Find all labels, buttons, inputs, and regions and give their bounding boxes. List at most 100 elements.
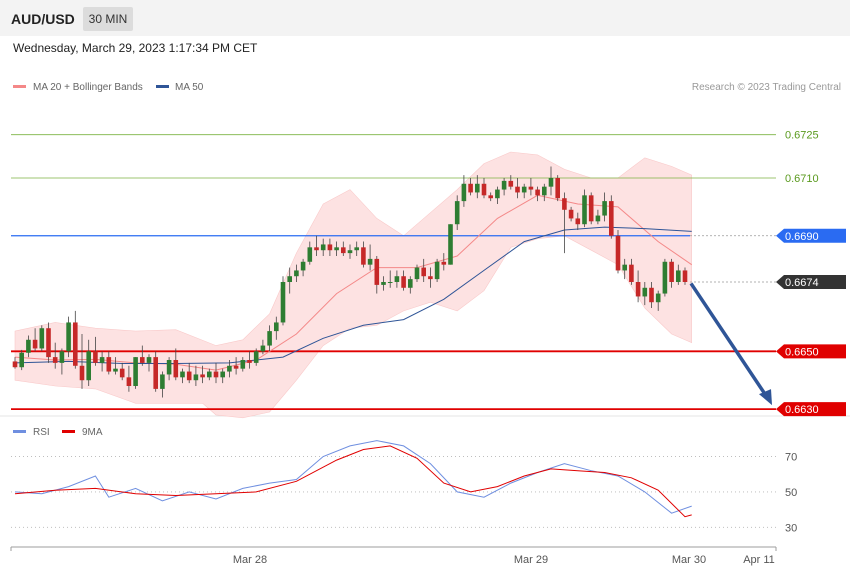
candle <box>441 253 447 271</box>
candle-body <box>334 247 339 251</box>
candle <box>548 166 554 196</box>
candle-body <box>39 328 45 349</box>
pivot-label: 0.6690 <box>785 231 819 243</box>
rsi-tick-label: 50 <box>785 487 797 499</box>
candle-body <box>622 264 627 271</box>
candle <box>66 316 71 358</box>
candle <box>595 209 601 225</box>
pivot-tag <box>776 228 846 243</box>
candle <box>133 357 138 389</box>
candle <box>367 244 373 271</box>
candle-body <box>575 218 581 225</box>
candle <box>19 349 24 371</box>
candle-body <box>401 276 406 288</box>
candle <box>428 267 433 288</box>
candle-body <box>568 209 574 219</box>
candle-body <box>253 351 259 363</box>
candle-body <box>99 357 105 363</box>
candle <box>213 362 219 384</box>
candle-body <box>86 351 91 381</box>
candle-body <box>347 250 353 254</box>
symbol-label: AUD/USD <box>11 11 75 27</box>
candle-body <box>387 282 393 283</box>
candle-body <box>160 374 165 389</box>
candle-body <box>501 180 507 190</box>
candle <box>582 189 587 228</box>
candle <box>160 371 165 398</box>
last-price-label: 0.6674 <box>785 277 819 289</box>
support-tag <box>776 402 846 417</box>
candle <box>247 351 252 369</box>
candle-body <box>535 189 540 196</box>
candle-body <box>508 180 514 187</box>
candle-body <box>227 365 232 372</box>
projection-arrow <box>689 282 769 399</box>
candle-body <box>140 357 145 363</box>
candle <box>294 264 299 282</box>
candle <box>461 175 467 207</box>
candle <box>521 183 527 199</box>
candle <box>274 316 279 340</box>
candle <box>468 178 473 196</box>
candle <box>314 235 319 256</box>
rsi-tick-label: 70 <box>785 452 797 464</box>
candle <box>676 264 681 285</box>
candle <box>86 339 91 386</box>
candle-body <box>374 258 380 285</box>
ma20-legend-swatch <box>13 85 26 88</box>
candle-body <box>32 339 38 349</box>
candle <box>394 270 400 288</box>
candle <box>401 270 406 291</box>
support-label: 0.6630 <box>785 404 819 416</box>
projection-arrow-head <box>759 389 772 406</box>
candle <box>515 178 520 199</box>
candle-body <box>521 186 527 193</box>
candle <box>575 212 581 230</box>
candle <box>186 362 192 384</box>
rsi-ma-legend-swatch <box>62 430 75 433</box>
candle <box>200 365 205 384</box>
candle <box>287 267 292 294</box>
candle-body <box>247 360 252 363</box>
candle-body <box>274 322 279 332</box>
rsi-line <box>14 440 692 514</box>
candle-body <box>153 357 158 389</box>
candle-body <box>113 368 118 372</box>
timeframe-button[interactable]: 30 MIN <box>83 7 133 31</box>
candle <box>140 345 145 366</box>
candle-body <box>441 261 447 265</box>
candle-body <box>588 195 594 222</box>
candle-body <box>180 371 185 378</box>
candle <box>488 192 493 202</box>
candle-body <box>287 276 292 282</box>
candle <box>421 258 426 282</box>
candle <box>253 348 259 366</box>
candle <box>220 368 225 384</box>
candle-body <box>414 267 420 280</box>
candle <box>354 241 359 256</box>
candle <box>374 256 380 294</box>
candle <box>622 258 627 280</box>
candle-body <box>548 178 554 187</box>
chart-header: AUD/USD 30 MIN <box>0 0 850 36</box>
candle <box>361 241 366 268</box>
candle <box>32 328 38 352</box>
candle <box>46 322 51 363</box>
candle <box>609 195 614 239</box>
candle <box>387 270 393 288</box>
candle <box>629 258 634 285</box>
candle-body <box>367 258 373 265</box>
candle-body <box>676 270 681 282</box>
candle-body <box>19 352 24 368</box>
candle-body <box>280 282 286 323</box>
x-tick-label: Mar 30 <box>672 554 706 566</box>
candle <box>495 186 500 204</box>
candle-body <box>454 201 460 225</box>
candle <box>475 175 480 199</box>
candle-body <box>207 371 212 378</box>
candle-body <box>642 287 648 297</box>
ma50-legend-label: MA 50 <box>175 82 204 93</box>
candle <box>555 175 560 202</box>
candle-body <box>314 247 319 251</box>
candle <box>207 368 212 381</box>
